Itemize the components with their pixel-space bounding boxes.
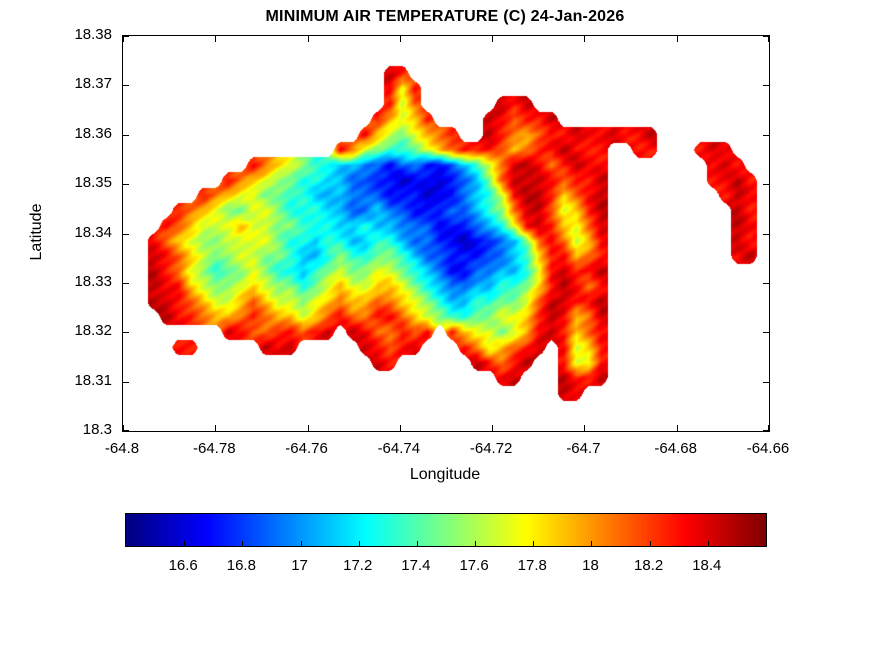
x-tick-mark <box>308 425 309 431</box>
y-tick-mark <box>763 234 769 235</box>
y-tick-mark <box>763 430 769 431</box>
y-tick-mark <box>763 332 769 333</box>
x-tick-mark <box>400 425 401 431</box>
y-tick-mark <box>123 382 129 383</box>
x-tick-mark <box>492 36 493 42</box>
y-tick-label: 18.32 <box>74 322 112 340</box>
y-tick-label: 18.3 <box>82 421 112 438</box>
x-tick-mark <box>123 36 124 42</box>
y-tick-label: 18.35 <box>74 174 112 192</box>
y-tick-mark <box>123 184 129 185</box>
x-tick-mark <box>768 425 769 431</box>
x-tick-label: -64.72 <box>469 440 513 457</box>
x-tick-mark <box>677 425 678 431</box>
y-tick-mark <box>763 135 769 136</box>
colorbar-tick-label: 17 <box>291 557 308 574</box>
y-tick-mark <box>123 332 129 333</box>
y-tick-mark <box>763 184 769 185</box>
colorbar-tick-label: 18.2 <box>634 557 664 574</box>
y-tick-label: 18.34 <box>74 223 112 241</box>
colorbar-tick-label: 17.8 <box>517 557 547 574</box>
x-tick-mark <box>215 425 216 431</box>
y-tick-label: 18.38 <box>74 26 112 43</box>
x-tick-mark <box>677 36 678 42</box>
colorbar-tick-label: 18.4 <box>692 557 722 574</box>
x-tick-label: -64.74 <box>377 440 421 457</box>
colorbar-tick-label: 17.2 <box>343 557 373 574</box>
y-tick-mark <box>763 283 769 284</box>
x-tick-mark <box>492 425 493 431</box>
x-tick-label: -64.66 <box>746 440 790 457</box>
colorbar-tick-mark <box>242 541 243 546</box>
x-tick-mark <box>584 36 585 42</box>
colorbar-tick-mark <box>417 541 418 546</box>
x-tick-mark <box>123 425 124 431</box>
x-tick-mark <box>308 36 309 42</box>
x-tick-label: -64.76 <box>285 440 328 457</box>
chart-title: MINIMUM AIR TEMPERATURE (C) 24-Jan-2026 <box>265 8 625 25</box>
colorbar-tick-mark <box>650 541 651 546</box>
colorbar-tick-label: 16.6 <box>168 557 198 574</box>
y-tick-mark <box>123 85 129 86</box>
colorbar-tick-label: 17.4 <box>401 557 431 574</box>
x-tick-mark <box>215 36 216 42</box>
colorbar-tick-mark <box>184 541 185 546</box>
colorbar-tick-label: 16.8 <box>226 557 256 574</box>
colorbar-tick-mark <box>533 541 534 546</box>
colorbar <box>125 513 767 547</box>
y-tick-label: 18.31 <box>74 371 112 389</box>
y-tick-mark <box>763 85 769 86</box>
y-tick-mark <box>123 234 129 235</box>
x-tick-mark <box>768 36 769 42</box>
x-tick-label: -64.7 <box>566 440 601 457</box>
temperature-heatmap <box>123 36 769 431</box>
plot-area <box>122 35 770 432</box>
colorbar-tick-mark <box>708 541 709 546</box>
colorbar-tick-label: 18 <box>582 557 599 574</box>
y-tick-label: 18.37 <box>74 75 112 93</box>
x-tick-label: -64.68 <box>654 440 697 457</box>
y-tick-mark <box>123 135 129 136</box>
colorbar-gradient <box>126 514 766 546</box>
x-axis-label: Longitude <box>409 466 481 483</box>
colorbar-tick-mark <box>475 541 476 546</box>
colorbar-tick-mark <box>359 541 360 546</box>
y-tick-label: 18.33 <box>74 272 112 290</box>
x-tick-mark <box>584 425 585 431</box>
y-tick-mark <box>763 382 769 383</box>
y-tick-label: 18.36 <box>74 124 112 142</box>
x-tick-label: -64.78 <box>193 440 236 457</box>
y-tick-mark <box>123 430 129 431</box>
colorbar-tick-label: 17.6 <box>459 557 489 574</box>
colorbar-tick-mark <box>301 541 302 546</box>
x-tick-mark <box>400 36 401 42</box>
x-tick-label: -64.8 <box>104 440 140 457</box>
colorbar-tick-mark <box>591 541 592 546</box>
y-tick-mark <box>123 283 129 284</box>
y-tick-mark <box>763 36 769 37</box>
y-tick-mark <box>123 36 129 37</box>
